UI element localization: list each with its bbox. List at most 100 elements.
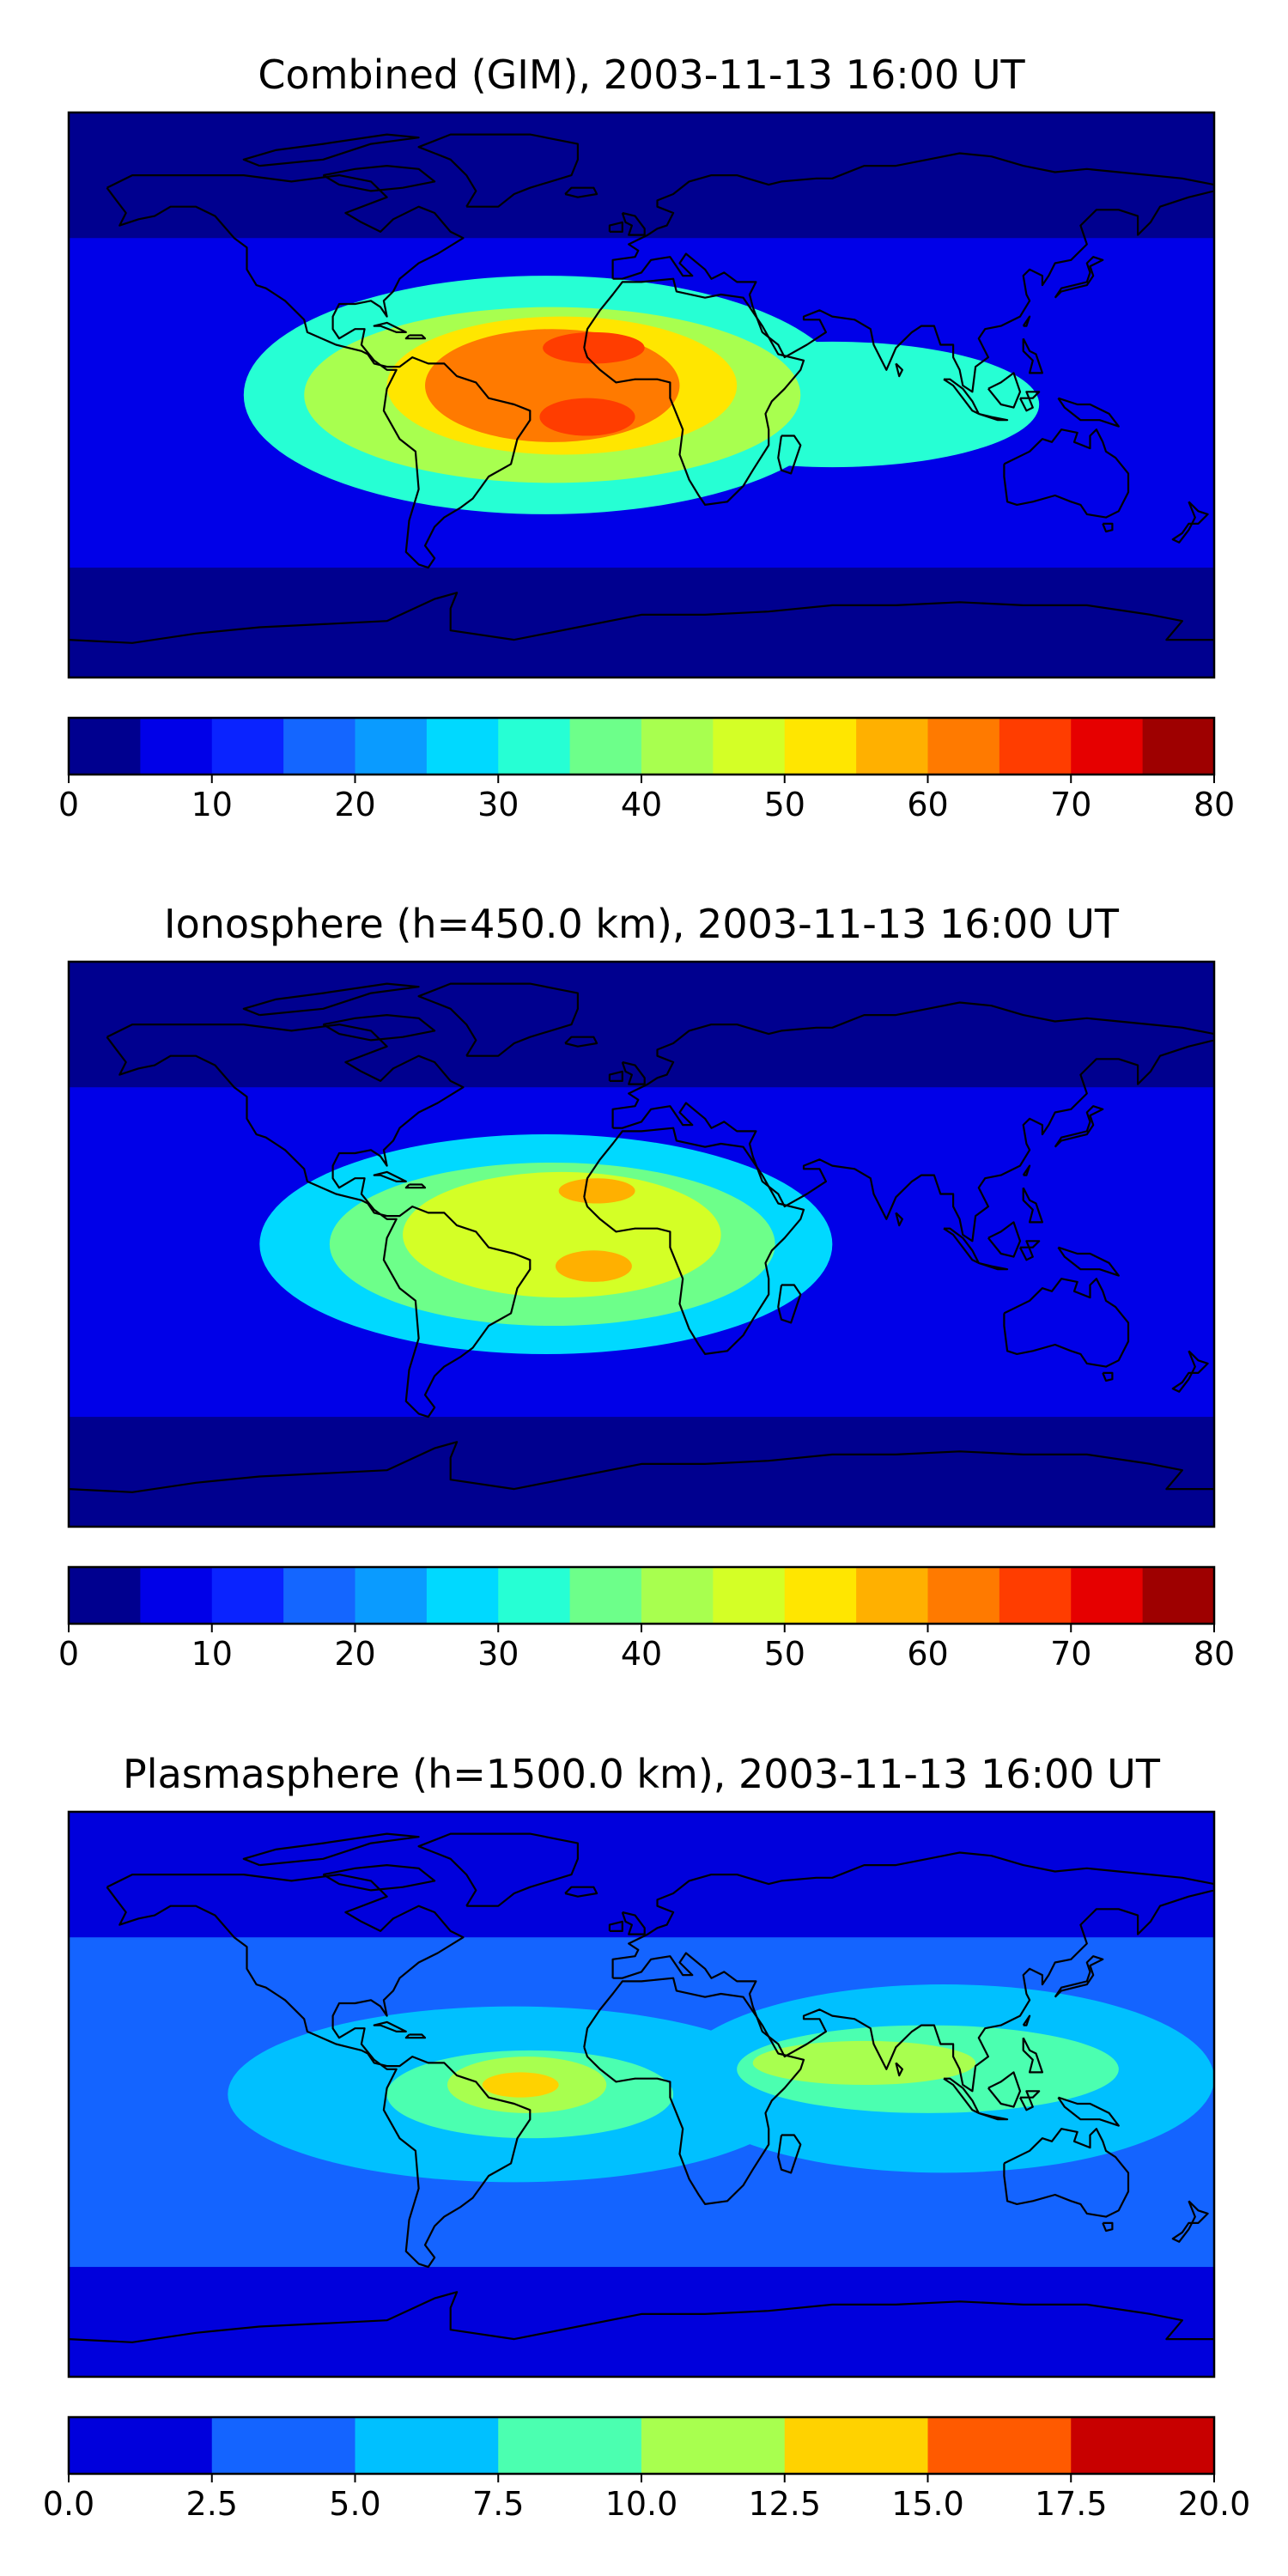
- colorbar-segment: [355, 718, 428, 775]
- coastline: [242, 982, 420, 1017]
- coastline: [106, 174, 532, 569]
- colorbar-segment: [927, 718, 1000, 775]
- coastline: [608, 1920, 623, 1932]
- coastline: [895, 362, 903, 378]
- colorbar-tick-label: 40: [621, 1635, 662, 1673]
- coastline: [242, 133, 420, 167]
- coastline: [987, 372, 1022, 409]
- coastline: [322, 165, 436, 192]
- colorbar-segment: [1071, 718, 1144, 775]
- coastline: [1057, 2096, 1120, 2127]
- coastline: [322, 1864, 436, 1892]
- coastline: [777, 434, 802, 475]
- colorbar-segment: [856, 1567, 929, 1624]
- coastline: [1022, 2014, 1031, 2026]
- coastlines-combined: [69, 133, 1214, 644]
- colorbar-segment: [1142, 718, 1215, 775]
- coastline: [404, 1183, 427, 1189]
- colorbar-tick-label: 12.5: [748, 2485, 821, 2523]
- coastline: [1003, 1278, 1130, 1368]
- coastline: [1019, 391, 1041, 412]
- colorbar-tick-label: 20: [334, 1635, 375, 1673]
- coastline: [611, 152, 1214, 393]
- coastline: [417, 133, 579, 208]
- field-contour: [543, 331, 645, 364]
- coastline: [978, 2111, 1009, 2121]
- colorbar-segment: [784, 718, 857, 775]
- colorbar-tick-label: 70: [1050, 786, 1091, 823]
- coastline: [417, 982, 579, 1057]
- coastline: [1171, 1350, 1209, 1393]
- coastline: [1003, 428, 1130, 519]
- colorbar-tick-label: 7.5: [472, 2485, 524, 2523]
- map-frame-combined: [67, 111, 1216, 679]
- coastline: [564, 1886, 598, 1898]
- colorbar-segment: [426, 718, 499, 775]
- coastline: [895, 1212, 903, 1227]
- colorbar-tick-label: 40: [621, 786, 662, 823]
- coastline: [242, 1832, 420, 1867]
- coastline: [564, 186, 598, 198]
- coastline: [69, 2291, 1214, 2343]
- colorbar-segment: [641, 1567, 714, 1624]
- coastline: [978, 412, 1009, 422]
- map-title-combined: Combined (GIM), 2003-11-13 16:00 UT: [258, 52, 1025, 98]
- map-panel-plasmasphere: [67, 1810, 1216, 2379]
- coastline: [1102, 2221, 1114, 2233]
- coastlines-ionosphere: [69, 982, 1214, 1493]
- colorbar-tick-label: 10.0: [605, 2485, 678, 2523]
- map-panel-ionosphere: [67, 960, 1216, 1528]
- coastline: [1054, 1105, 1104, 1148]
- coastline: [106, 1024, 532, 1419]
- map-frame-plasmasphere: [67, 1810, 1216, 2379]
- field-contour: [752, 2040, 976, 2086]
- colorbar-tick-label: 0: [58, 1635, 79, 1673]
- colorbar-tick-label: 50: [764, 1635, 805, 1673]
- coastline: [611, 1851, 1214, 2093]
- colorbar-plasmasphere: 0.0 2.5 5.0 7.5 10.0 12.5 15.0 17.5 20.0: [43, 2415, 1250, 2523]
- colorbar-segment: [211, 718, 284, 775]
- coastline: [417, 1832, 579, 1907]
- coastline: [1171, 501, 1209, 544]
- colorbar-segment: [641, 718, 714, 775]
- colorbar-segment: [999, 1567, 1072, 1624]
- colorbar-tick-label: 80: [1194, 786, 1235, 823]
- colorbar-tick-label: 17.5: [1035, 2485, 1108, 2523]
- colorbar-segment: [283, 718, 356, 775]
- coastline: [987, 1221, 1022, 1258]
- colorbar-segment: [784, 1567, 857, 1624]
- colorbar-segment: [498, 718, 571, 775]
- colorbar-tick-label: 30: [477, 786, 519, 823]
- colorbar-tick-label: 60: [907, 786, 948, 823]
- colorbar-segment: [784, 2417, 929, 2474]
- colorbar-tick-label: 30: [477, 1635, 519, 1673]
- colorbar-tick-label: 0.0: [43, 2485, 94, 2523]
- colorbar-segment: [569, 718, 642, 775]
- map-frame-ionosphere: [67, 960, 1216, 1528]
- colorbar-tick-label: 80: [1194, 1635, 1235, 1673]
- coastline: [106, 1874, 532, 2269]
- colorbar-tick-label: 70: [1050, 1635, 1091, 1673]
- colorbar-tick-label: 50: [764, 786, 805, 823]
- colorbar-tick-label: 10: [191, 786, 233, 823]
- field-contour: [539, 398, 635, 436]
- colorbar-combined: 0 10 20 30 40 50 60 70 80: [58, 716, 1235, 823]
- tec-field-plasmasphere: [69, 1812, 1214, 2377]
- coastline: [1054, 1955, 1104, 1998]
- coastline: [978, 1261, 1009, 1271]
- colorbar-tick-label: 15.0: [891, 2485, 964, 2523]
- coastline: [608, 1070, 623, 1082]
- colorbar-segment: [355, 2417, 499, 2474]
- colorbar-segment: [713, 1567, 786, 1624]
- tec-field-combined: [69, 112, 1214, 677]
- coastline: [1022, 2037, 1043, 2074]
- colorbar-segment: [140, 1567, 213, 1624]
- coastline: [611, 1001, 1214, 1242]
- colorbar-segment: [498, 2417, 642, 2474]
- coastline: [373, 321, 407, 333]
- coastline: [1171, 2200, 1209, 2243]
- colorbar-segment: [856, 718, 929, 775]
- coastline: [564, 1036, 598, 1048]
- colorbar-segment: [713, 718, 786, 775]
